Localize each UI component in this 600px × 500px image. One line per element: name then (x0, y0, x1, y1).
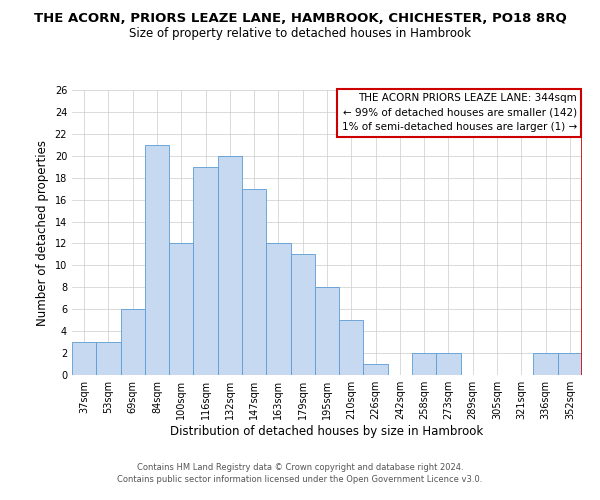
Bar (533, 353, 558, 375)
Bar (412, 353, 436, 375)
Bar (96, 342, 121, 375)
Bar (121, 309, 145, 375)
Bar (72, 342, 96, 375)
Bar (558, 353, 582, 375)
Text: THE ACORN PRIORS LEAZE LANE: 344sqm
← 99% of detached houses are smaller (142)
1: THE ACORN PRIORS LEAZE LANE: 344sqm ← 99… (341, 93, 577, 132)
Bar (290, 254, 315, 375)
Text: THE ACORN, PRIORS LEAZE LANE, HAMBROOK, CHICHESTER, PO18 8RQ: THE ACORN, PRIORS LEAZE LANE, HAMBROOK, … (34, 12, 566, 26)
Y-axis label: Number of detached properties: Number of detached properties (36, 140, 49, 326)
Text: Contains public sector information licensed under the Open Government Licence v3: Contains public sector information licen… (118, 475, 482, 484)
Bar (242, 188, 266, 375)
Bar (218, 156, 242, 375)
Bar (339, 320, 364, 375)
X-axis label: Distribution of detached houses by size in Hambrook: Distribution of detached houses by size … (170, 425, 484, 438)
Bar (364, 364, 388, 375)
Bar (266, 244, 290, 375)
Text: Contains HM Land Registry data © Crown copyright and database right 2024.: Contains HM Land Registry data © Crown c… (137, 464, 463, 472)
Bar (193, 166, 218, 375)
Bar (169, 244, 193, 375)
Text: Size of property relative to detached houses in Hambrook: Size of property relative to detached ho… (129, 28, 471, 40)
Bar (315, 288, 339, 375)
Bar (436, 353, 461, 375)
Bar (145, 145, 169, 375)
